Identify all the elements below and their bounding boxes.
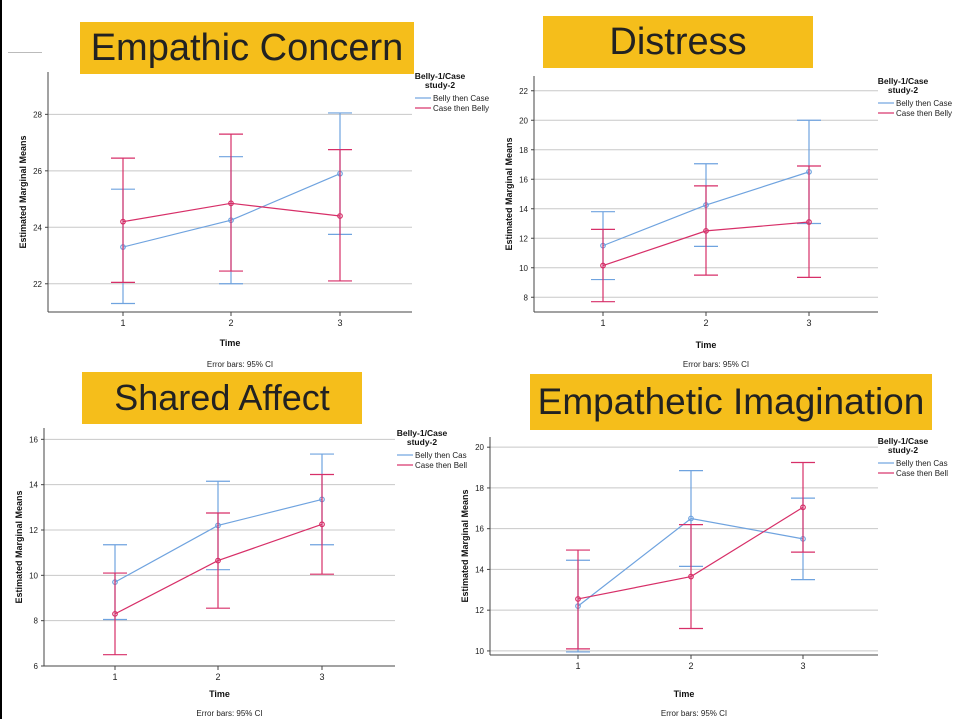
x-axis-label: Time xyxy=(220,338,241,348)
data-point xyxy=(319,521,325,528)
series-line xyxy=(577,517,804,607)
x-tick-label: 1 xyxy=(112,672,117,682)
legend-title: Belly-1/Case xyxy=(397,428,448,438)
y-tick-label: 24 xyxy=(33,223,42,232)
y-tick-label: 22 xyxy=(33,280,42,289)
y-tick-label: 16 xyxy=(475,525,484,534)
data-point xyxy=(337,213,343,219)
data-point xyxy=(120,218,126,225)
x-tick-label: 2 xyxy=(688,661,693,671)
legend-title: Belly-1/Case xyxy=(878,436,929,446)
y-axis-label: Estimated Marginal Means xyxy=(504,137,514,250)
legend-title: study-2 xyxy=(407,437,438,447)
series-line xyxy=(602,221,810,267)
x-tick-label: 1 xyxy=(600,318,605,328)
legend-label: Case then Bell xyxy=(896,469,948,478)
y-tick-label: 14 xyxy=(29,481,38,490)
x-tick-label: 2 xyxy=(215,672,220,682)
legend-label: Case then Belly xyxy=(896,109,952,118)
y-tick-label: 10 xyxy=(29,571,38,580)
data-point xyxy=(112,610,118,617)
series-line xyxy=(122,202,341,223)
y-tick-label: 18 xyxy=(475,484,484,493)
slide-left-border xyxy=(0,0,2,719)
x-axis-label: Time xyxy=(696,340,717,350)
y-tick-label: 18 xyxy=(519,146,528,155)
data-point xyxy=(215,557,221,564)
y-tick-label: 10 xyxy=(475,647,484,656)
x-tick-label: 3 xyxy=(806,318,811,328)
data-point xyxy=(800,504,806,511)
y-tick-label: 20 xyxy=(475,443,484,452)
series-line xyxy=(114,523,323,615)
error-bar-note: Error bars: 95% CI xyxy=(207,360,273,369)
data-point xyxy=(228,200,234,207)
y-axis-label: Estimated Marginal Means xyxy=(18,135,28,248)
legend-label: Case then Bell xyxy=(415,461,467,470)
y-tick-label: 12 xyxy=(29,526,38,535)
error-bar-note: Error bars: 95% CI xyxy=(683,360,749,369)
chart-title: Empathic Concern xyxy=(80,22,414,74)
y-tick-label: 16 xyxy=(29,435,38,444)
y-axis-label: Estimated Marginal Means xyxy=(460,489,470,602)
data-point xyxy=(575,596,581,602)
x-tick-label: 3 xyxy=(337,318,342,328)
legend-label: Belly then Cas xyxy=(415,451,467,460)
x-tick-label: 3 xyxy=(319,672,324,682)
data-point xyxy=(600,262,606,269)
y-tick-label: 14 xyxy=(475,565,484,574)
y-tick-label: 16 xyxy=(519,175,528,184)
y-tick-label: 20 xyxy=(519,116,528,125)
y-tick-label: 12 xyxy=(475,606,484,615)
data-point xyxy=(703,227,709,234)
y-tick-label: 8 xyxy=(34,617,39,626)
y-tick-label: 6 xyxy=(34,662,39,671)
data-point xyxy=(688,573,694,580)
x-tick-label: 3 xyxy=(800,661,805,671)
data-point xyxy=(688,515,694,522)
decorative-line xyxy=(8,52,42,53)
legend-title: Belly-1/Case xyxy=(878,76,929,86)
chart-title: Empathetic Imagination xyxy=(530,374,932,430)
y-tick-label: 28 xyxy=(33,110,42,119)
legend-label: Belly then Case xyxy=(896,99,953,108)
chart-empathic-concern: 22 24 26 28 1 2 3 Time Estimated Marginal Means B… xyxy=(18,71,490,369)
y-tick-label: 8 xyxy=(524,293,529,302)
error-bar-note: Error bars: 95% CI xyxy=(196,709,262,718)
legend-title: study-2 xyxy=(888,85,919,95)
y-axis-label: Estimated Marginal Means xyxy=(14,490,24,603)
legend-title: study-2 xyxy=(888,445,919,455)
legend-label: Belly then Case xyxy=(433,94,490,103)
chart-title: Distress xyxy=(543,16,813,68)
x-tick-label: 1 xyxy=(575,661,580,671)
y-tick-label: 12 xyxy=(519,234,528,243)
legend-title: Belly-1/Case xyxy=(415,71,466,81)
x-tick-label: 2 xyxy=(228,318,233,328)
x-axis-label: Time xyxy=(209,689,230,699)
y-tick-label: 10 xyxy=(519,264,528,273)
legend-title: study-2 xyxy=(425,80,456,90)
legend-label: Belly then Cas xyxy=(896,459,948,468)
legend-label: Case then Belly xyxy=(433,104,489,113)
chart-title: Shared Affect xyxy=(82,372,362,424)
error-bar-note: Error bars: 95% CI xyxy=(661,709,727,718)
y-tick-label: 14 xyxy=(519,205,528,214)
x-tick-label: 2 xyxy=(703,318,708,328)
x-axis-label: Time xyxy=(674,689,695,699)
y-tick-label: 26 xyxy=(33,167,42,176)
data-point xyxy=(806,219,812,225)
series-line xyxy=(577,506,804,600)
x-tick-label: 1 xyxy=(120,318,125,328)
y-tick-label: 22 xyxy=(519,87,528,96)
